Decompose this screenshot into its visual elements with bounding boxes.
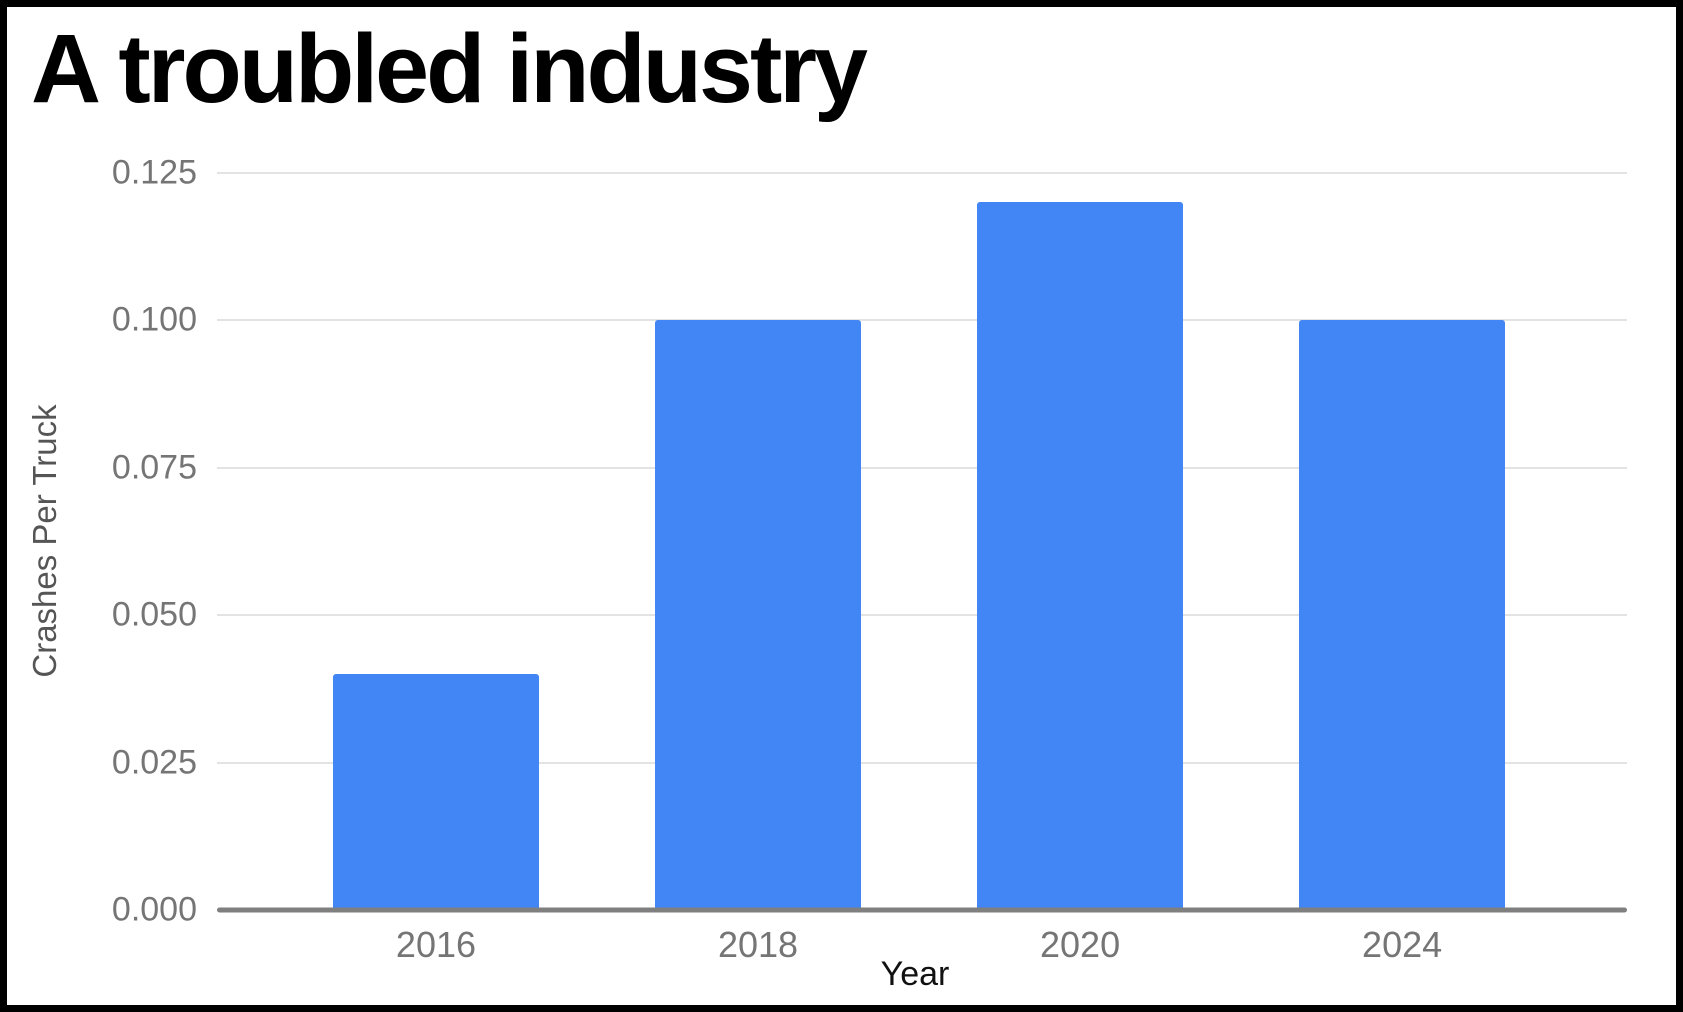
y-tick-label: 0.000 [111, 890, 197, 929]
gridline [217, 614, 1627, 617]
x-axis-title: Year [880, 955, 950, 993]
x-tick-label: 2024 [1362, 924, 1443, 965]
x-tick-label: 2016 [395, 924, 477, 965]
gridline [217, 319, 1627, 322]
y-tick-label: 0.050 [111, 595, 197, 634]
y-tick-label: 0.100 [111, 300, 197, 339]
y-tick-label: 0.075 [111, 448, 197, 487]
gridline [217, 466, 1627, 469]
y-tick-label: 0.125 [111, 153, 197, 192]
bar-2016 [333, 674, 539, 910]
chart-title: A troubled industry [31, 14, 868, 123]
gridline [217, 761, 1627, 764]
y-tick-label: 0.025 [111, 743, 197, 782]
y-axis-title: Crashes Per Truck [26, 404, 63, 678]
gridline [217, 172, 1627, 174]
bar-2024 [1299, 320, 1506, 910]
plot-area: 0.000 0.025 0.050 0.075 0.100 0.125 2016 2018 20… [112, 154, 1627, 965]
x-tick-label: 2020 [1040, 924, 1121, 965]
bar-2018 [655, 320, 861, 910]
x-axis-baseline [217, 907, 1627, 913]
bar-2020 [977, 202, 1183, 910]
x-tick-label: 2018 [717, 924, 799, 965]
